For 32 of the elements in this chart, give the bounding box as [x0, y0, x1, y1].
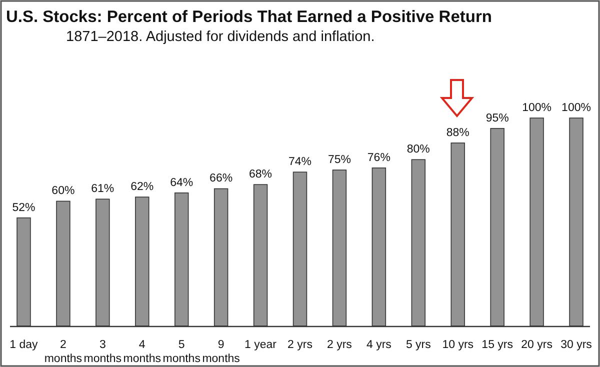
data-label: 100% — [562, 102, 591, 114]
x-tick-label: 15 yrs — [482, 339, 514, 352]
data-label: 80% — [406, 144, 430, 156]
x-tick-label: 2 yrs — [288, 339, 313, 352]
chart-title: U.S. Stocks: Percent of Periods That Earned a Positive Return — [6, 8, 492, 26]
data-label: 60% — [52, 185, 75, 198]
x-tick-label: 4 yrs — [366, 339, 392, 352]
data-label: 66% — [210, 172, 233, 185]
x-tick-label: 3 months — [84, 339, 122, 365]
x-tick-label: 10 yrs — [442, 339, 474, 352]
data-label: 100% — [522, 102, 552, 114]
x-tick-label: 30 yrs — [560, 339, 592, 352]
data-label: 76% — [367, 152, 390, 164]
x-tick-label: 4 months — [123, 339, 162, 365]
data-label: 68% — [249, 168, 272, 181]
x-tick-label: 5 yrs — [406, 339, 432, 352]
data-label: 61% — [91, 183, 114, 196]
data-label: 52% — [12, 202, 36, 214]
x-tick-label: 1 day — [10, 339, 38, 352]
data-label: 64% — [170, 176, 194, 189]
data-label: 75% — [328, 154, 351, 166]
x-tick-label: 1 year — [244, 339, 277, 352]
x-tick-label: 2 months — [44, 339, 82, 365]
x-tick-label: 20 yrs — [521, 339, 553, 352]
x-tick-label: 5 months — [162, 339, 201, 365]
x-tick-label: 2 yrs — [327, 339, 352, 352]
data-label: 95% — [486, 112, 509, 124]
data-label: 74% — [288, 156, 312, 168]
x-tick-label: 9 months — [202, 339, 240, 365]
data-label: 62% — [130, 181, 154, 194]
chart-subtitle: 1871–2018. Adjusted for dividends and inflation. — [66, 29, 375, 45]
data-label: 88% — [446, 126, 470, 139]
